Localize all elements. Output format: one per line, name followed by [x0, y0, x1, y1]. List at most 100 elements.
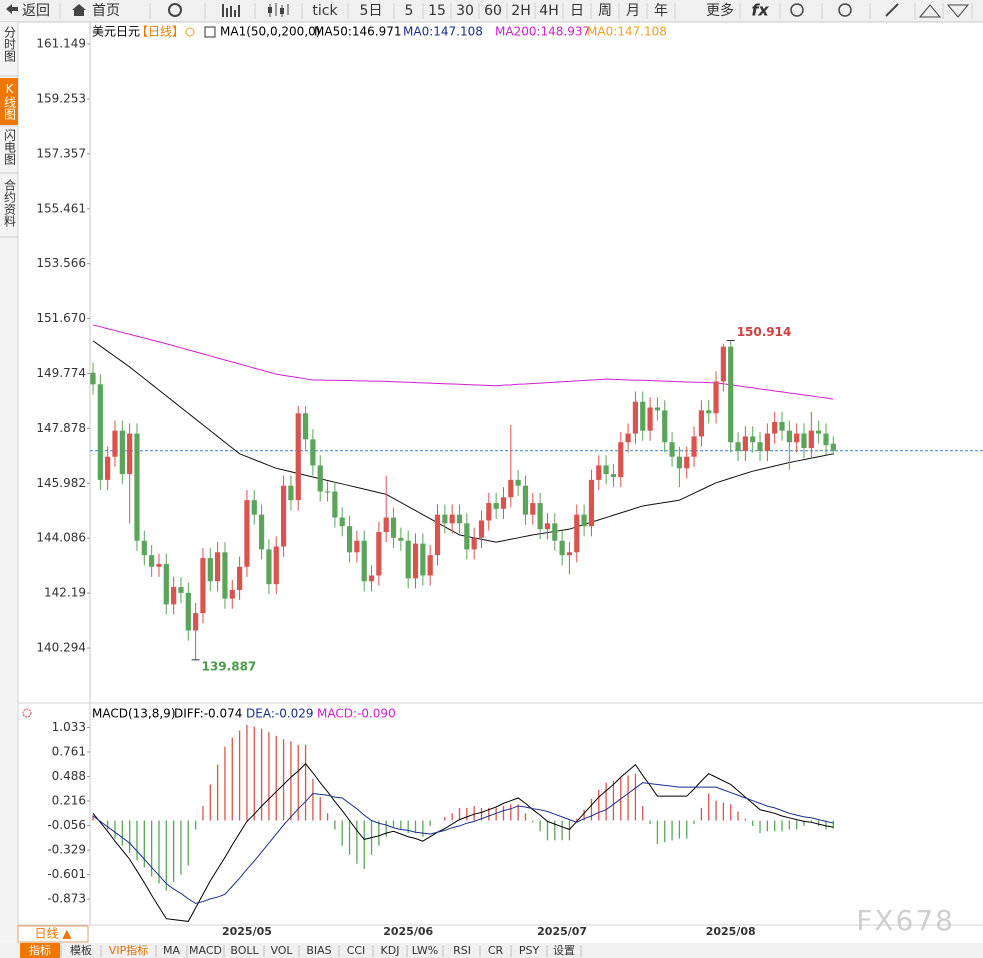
y-tick-label: 151.670: [36, 311, 86, 325]
candle-body: [434, 514, 441, 556]
candle-body: [720, 346, 726, 382]
y-tick-label: 0.761: [52, 744, 86, 758]
sidebar-bg: [0, 22, 18, 943]
pen-icon[interactable]: [885, 3, 899, 17]
sidebar-tab[interactable]: 分时图: [3, 26, 17, 62]
macd-settings-icon[interactable]: [22, 708, 32, 718]
candle-body: [698, 410, 704, 437]
candle-body: [97, 384, 103, 480]
bottom-tab[interactable]: CR: [488, 944, 504, 957]
candle-body: [684, 456, 690, 469]
high-annotation: 150.914: [737, 325, 792, 339]
legend-item: MACD:-0.090: [317, 707, 396, 721]
indicator-icon[interactable]: [204, 26, 216, 38]
candle-body: [185, 592, 191, 631]
period-button[interactable]: 日线 ▲: [34, 927, 72, 941]
candle-body: [105, 456, 111, 480]
candle-body: [244, 500, 250, 567]
toolbar-item[interactable]: 更多: [706, 2, 734, 19]
back-icon: [6, 4, 18, 14]
candle-body: [280, 485, 287, 547]
draw-icons[interactable]: [918, 4, 970, 18]
candle-body: [823, 433, 829, 446]
toolbar-item[interactable]: 2H: [511, 3, 530, 19]
y-tick-label: 140.294: [36, 641, 86, 655]
toolbar-item[interactable]: 5: [405, 3, 414, 19]
bottom-tab[interactable]: VIP指标: [109, 943, 148, 957]
sidebar-tab[interactable]: K线图: [3, 82, 17, 120]
candle-body: [537, 503, 543, 530]
legend-item: MA1(50,0,200,0): [220, 25, 320, 39]
toolbar-item[interactable]: 15: [428, 3, 446, 19]
x-tick-label: 2025/08: [706, 925, 756, 938]
candle-body: [574, 514, 580, 553]
bar-icon[interactable]: [222, 4, 240, 17]
toolbar-item[interactable]: 日: [570, 3, 584, 19]
bottom-tab[interactable]: PSY: [519, 944, 540, 957]
candle-body: [229, 589, 235, 599]
candle-body: [222, 552, 228, 599]
zoom-out-icon[interactable]: [790, 3, 804, 17]
bottom-tab[interactable]: KDJ: [381, 944, 400, 957]
toolbar-item[interactable]: tick: [312, 3, 338, 19]
y-tick-label: -0.329: [47, 843, 86, 857]
sidebar-tab[interactable]: 合约资料: [3, 178, 17, 227]
y-tick-label: 147.878: [36, 421, 86, 435]
toolbar-item[interactable]: 60: [484, 3, 502, 19]
y-tick-label: 159.253: [36, 91, 86, 105]
bottom-tab[interactable]: VOL: [270, 944, 293, 957]
toolbar-item[interactable]: 年: [654, 3, 668, 19]
bottom-tab[interactable]: BIAS: [306, 944, 331, 957]
candle-body: [266, 549, 272, 585]
indicator-line: [92, 782, 834, 904]
x-tick-label: 2025/05: [222, 925, 272, 938]
y-tick-label: 0.216: [52, 794, 86, 808]
candle-body: [669, 442, 675, 457]
bottom-tab[interactable]: RSI: [453, 944, 471, 957]
toolbar-item[interactable]: 首页: [92, 3, 120, 19]
bottom-tab[interactable]: 设置: [553, 944, 575, 957]
y-tick-label: -0.873: [47, 892, 86, 906]
candle-body: [676, 456, 682, 469]
sidebar-tab[interactable]: 闪电图: [3, 129, 17, 165]
candle-body: [237, 566, 243, 590]
bottom-tab[interactable]: CCI: [347, 944, 366, 957]
tab-active: [20, 943, 60, 958]
candle-body: [515, 479, 521, 486]
candle-body: [779, 421, 785, 431]
refresh-icon[interactable]: [168, 3, 182, 17]
legend-item: MA0:147.108: [587, 25, 667, 39]
toolbar-item[interactable]: 4H: [539, 3, 558, 19]
toolbar-item[interactable]: fx: [751, 1, 769, 20]
bottom-tab[interactable]: BOLL: [230, 944, 259, 957]
candle-body: [163, 563, 169, 605]
candle-body: [808, 430, 814, 449]
bottom-tab[interactable]: LW%: [412, 944, 438, 957]
bottom-tab[interactable]: MACD: [189, 944, 222, 957]
toolbar-item[interactable]: 返回: [22, 3, 50, 19]
toolbar-item[interactable]: 月: [626, 3, 640, 19]
candle-body: [508, 479, 514, 498]
candle-body: [324, 491, 331, 493]
candle-body: [544, 523, 551, 530]
toolbar-item[interactable]: 周: [598, 3, 612, 19]
low-annotation: 139.887: [202, 659, 257, 673]
toolbar-item[interactable]: 30: [456, 3, 474, 19]
bottom-tab[interactable]: MA: [163, 944, 180, 957]
panel-title: MACD(13,8,9): [92, 707, 176, 721]
period-label: 【日线】: [136, 25, 184, 39]
toolbar-item[interactable]: 5日: [360, 3, 383, 19]
bottom-tab[interactable]: 模板: [70, 943, 92, 957]
bottom-tab[interactable]: 指标: [29, 943, 51, 957]
y-tick-label: 161.149: [36, 37, 86, 51]
y-tick-label: -0.056: [47, 818, 86, 832]
candle-body: [596, 465, 602, 480]
candle-body: [302, 413, 309, 440]
zoom-in-icon[interactable]: [838, 3, 852, 17]
candle-body: [90, 372, 96, 385]
period-button-bg[interactable]: [17, 925, 89, 943]
candle-body: [207, 558, 213, 582]
settings-icon[interactable]: [185, 27, 195, 37]
candle-body: [764, 433, 770, 451]
